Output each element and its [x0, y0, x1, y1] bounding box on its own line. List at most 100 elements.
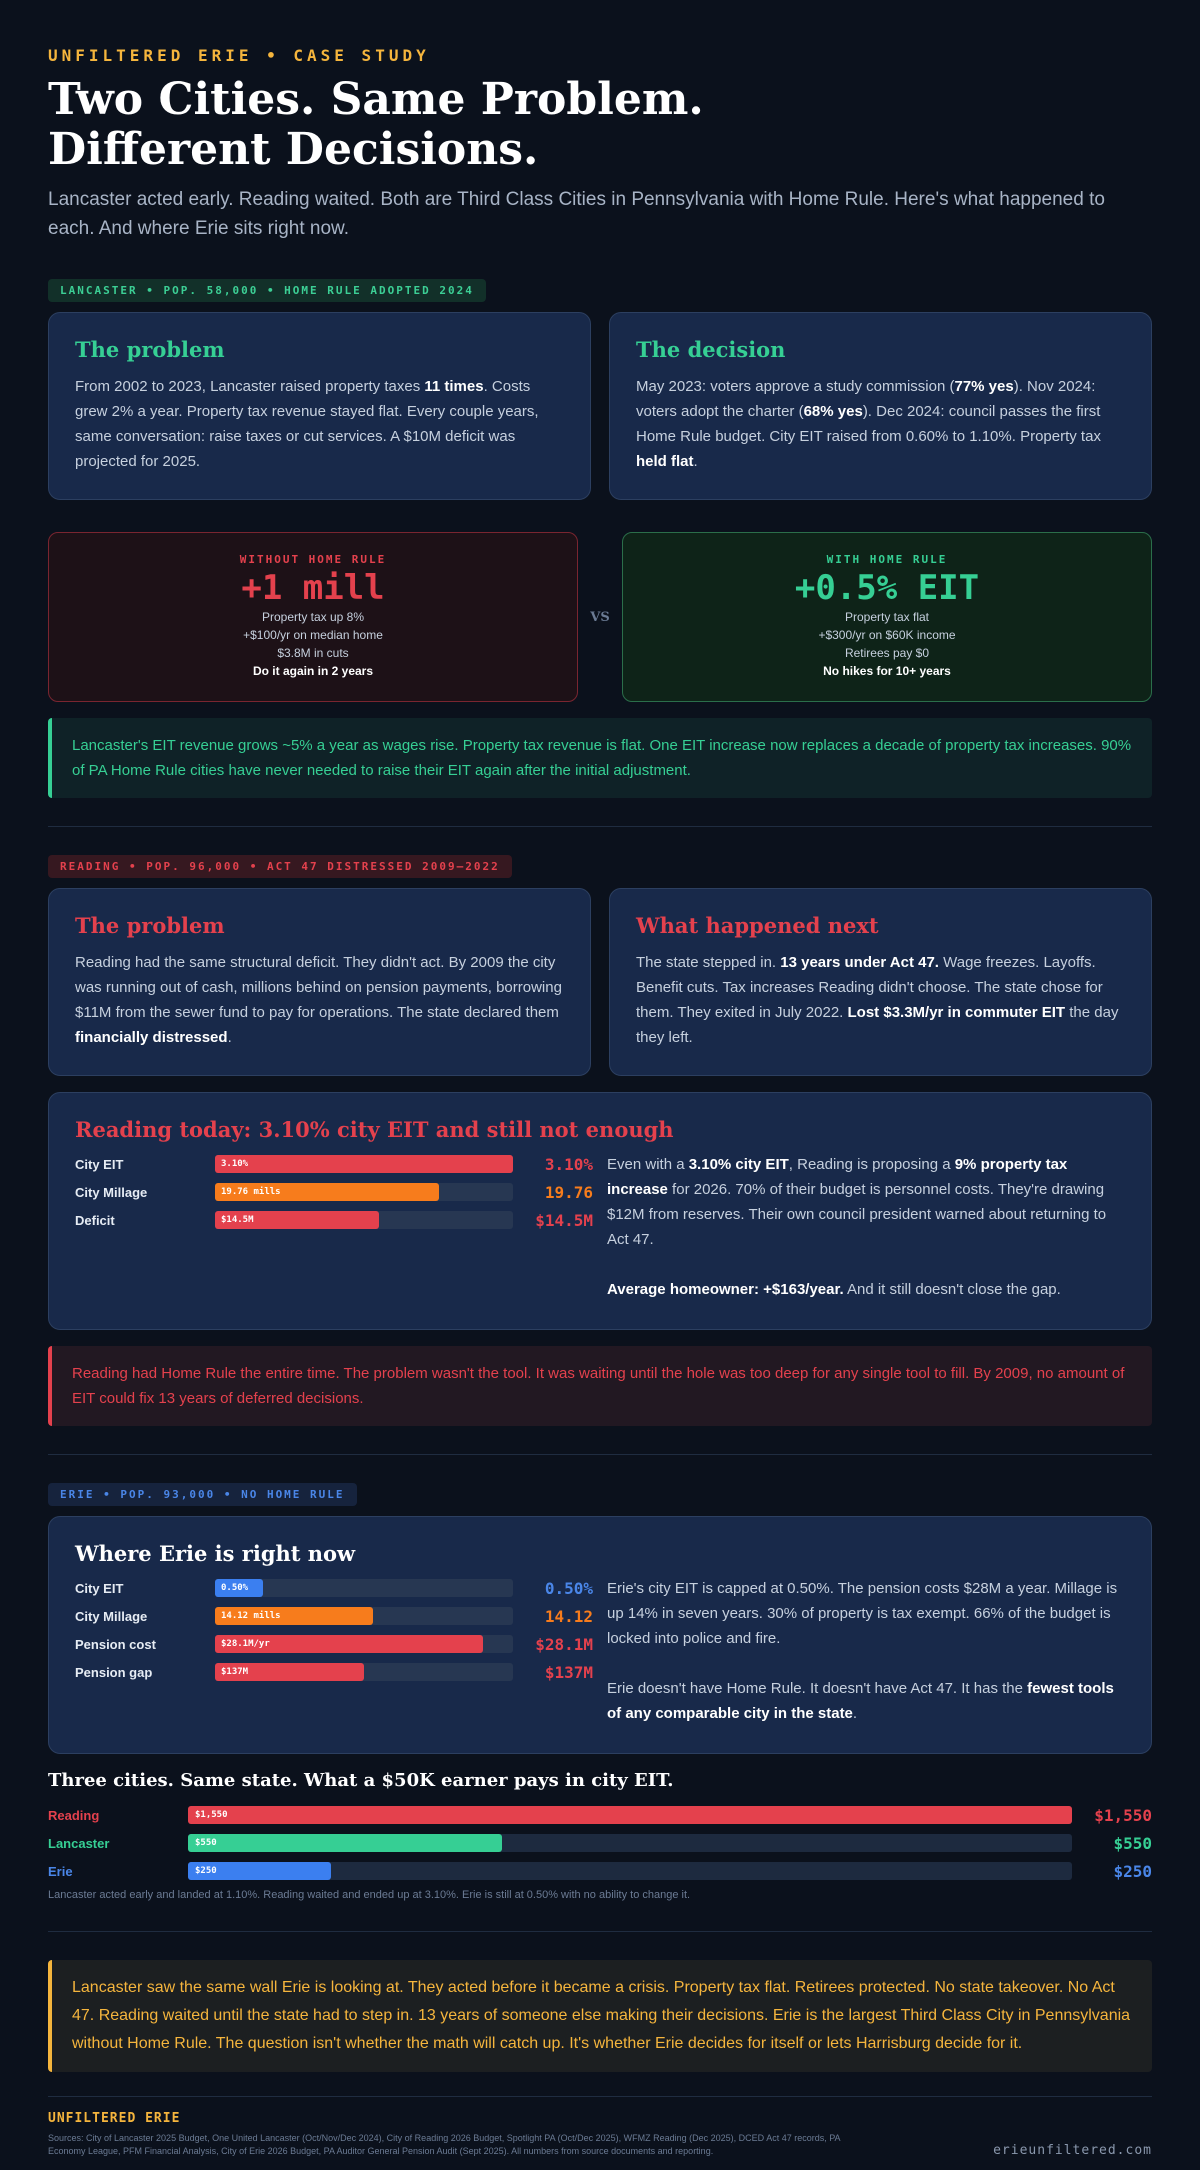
erie-body: Erie's city EIT is capped at 0.50%. The …: [607, 1580, 1118, 1647]
cmp-line: Retirees pay $0: [844, 646, 930, 660]
bar-fill: $14.5M: [215, 1211, 379, 1229]
bar-track: $28.1M/yr: [215, 1635, 513, 1653]
without-home-rule-box: WITHOUT HOME RULE +1 mill Property tax u…: [48, 532, 578, 702]
chart-rows: Reading $1,550 $1,550 Lancaster $550 $550 Erie…: [48, 1805, 1152, 1881]
footer-site-link[interactable]: erieunfiltered.com: [993, 2143, 1152, 2158]
divider: [48, 2096, 1152, 2097]
title-line-2: Different Decisions.: [48, 124, 539, 175]
bar-fill: $137M: [215, 1663, 364, 1681]
card-title: Where Erie is right now: [75, 1541, 356, 1566]
bar-track: 19.76 mills: [215, 1183, 513, 1201]
cmp-line: +$100/yr on median home: [243, 628, 383, 642]
lancaster-section: LANCASTER • POP. 58,000 • HOME RULE ADOP…: [48, 279, 1152, 798]
erie-bars: City EIT 0.50% 0.50% City Millage 14.12 …: [75, 1578, 593, 1726]
with-home-rule-box: WITH HOME RULE +0.5% EIT Property tax fl…: [622, 532, 1152, 702]
reading-today-card: Reading today: 3.10% city EIT and still …: [48, 1092, 1152, 1330]
bar-name: Deficit: [75, 1212, 115, 1228]
bar-fill: $28.1M/yr: [215, 1635, 484, 1653]
card-title: What happened next: [636, 913, 879, 938]
reading-today-body: Even with a 3.10% city EIT, Reading is p…: [607, 1156, 1107, 1248]
lancaster-tag: LANCASTER • POP. 58,000 • HOME RULE ADOP…: [48, 279, 486, 302]
chart-title: Three cities. Same state. What a $50K ea…: [48, 1770, 674, 1791]
comparison: WITHOUT HOME RULE +1 mill Property tax u…: [48, 532, 1152, 702]
card-title: The decision: [636, 337, 786, 362]
chart-bar-track: $250: [188, 1862, 1072, 1880]
bar-row: Pension gap $137M $137M: [75, 1662, 593, 1682]
cmp-big: +0.5% EIT: [794, 568, 980, 608]
bar-name: City Millage: [75, 1608, 148, 1624]
chart-note: Lancaster acted early and landed at 1.10…: [48, 1889, 691, 1901]
bar-name: City EIT: [75, 1580, 124, 1596]
chart-data-label: $1,550: [1094, 1805, 1152, 1825]
bar-row: City EIT 0.50% 0.50%: [75, 1578, 593, 1598]
chart-category-label: Reading: [48, 1807, 100, 1823]
bar-row: City EIT 3.10% 3.10%: [75, 1154, 593, 1174]
chart-category-label: Erie: [48, 1863, 73, 1879]
reading-callout: Reading had Home Rule the entire time. T…: [48, 1346, 1152, 1426]
footer-sources: Sources: City of Lancaster 2025 Budget, …: [48, 2133, 841, 2156]
chart-bar: $550: [188, 1834, 502, 1852]
reading-today-text: Even with a 3.10% city EIT, Reading is p…: [607, 1154, 1125, 1302]
lancaster-callout: Lancaster's EIT revenue grows ~5% a year…: [48, 718, 1152, 798]
chart-bar-track: $1,550: [188, 1806, 1072, 1824]
erie-tools: Erie doesn't have Home Rule. It doesn't …: [607, 1680, 1114, 1722]
bar-value: 0.50%: [544, 1578, 593, 1598]
cmp-line: +$300/yr on $60K income: [818, 628, 956, 642]
bar-value: $14.5M: [535, 1210, 593, 1230]
bar-row: Pension cost $28.1M/yr $28.1M: [75, 1634, 593, 1654]
page-title: Two Cities. Same Problem. Different Deci…: [48, 75, 1152, 175]
erie-text: Erie's city EIT is capped at 0.50%. The …: [607, 1578, 1125, 1726]
bar-track: 3.10%: [215, 1155, 513, 1173]
bar-name: Pension gap: [75, 1664, 153, 1680]
cmp-big: +1 mill: [241, 568, 385, 608]
card-title: The problem: [75, 337, 225, 362]
cmp-line: Property tax up 8%: [261, 610, 365, 624]
chart-data-label: $550: [1113, 1833, 1152, 1853]
reading-section: READING • POP. 96,000 • ACT 47 DISTRESSE…: [48, 855, 1152, 1426]
chart-category-label: Lancaster: [48, 1835, 110, 1851]
chart-bar: $250: [188, 1862, 331, 1880]
card-body: From 2002 to 2023, Lancaster raised prop…: [75, 378, 539, 470]
kicker: UNFILTERED ERIE • CASE STUDY: [48, 46, 430, 65]
bar-fill: 0.50%: [215, 1579, 263, 1597]
lancaster-decision-card: The decision May 2023: voters approve a …: [609, 312, 1152, 500]
divider: [48, 1454, 1152, 1455]
chart-bar: $1,550: [188, 1806, 1072, 1824]
card-body: Reading had the same structural deficit.…: [75, 954, 562, 1046]
bar-name: Pension cost: [75, 1636, 156, 1652]
bar-value: 14.12: [544, 1606, 593, 1626]
chart-bar-row: Erie $250 $250: [48, 1861, 1152, 1881]
cmp-label: WITHOUT HOME RULE: [239, 553, 387, 566]
bar-fill: 19.76 mills: [215, 1183, 439, 1201]
reading-problem-card: The problem Reading had the same structu…: [48, 888, 591, 1076]
chart-data-label: $250: [1113, 1861, 1152, 1881]
bar-track: 14.12 mills: [215, 1607, 513, 1625]
page-subtitle: Lancaster acted early. Reading waited. B…: [48, 189, 1105, 239]
bar-track: $14.5M: [215, 1211, 513, 1229]
vs-label: VS: [590, 609, 610, 625]
bar-name: City EIT: [75, 1156, 124, 1172]
bar-row: Deficit $14.5M $14.5M: [75, 1210, 593, 1230]
closing-callout: Lancaster saw the same wall Erie is look…: [48, 1960, 1152, 2072]
bar-value: 3.10%: [544, 1154, 593, 1174]
footer-brand: UNFILTERED ERIE: [48, 2111, 181, 2126]
bar-value: 19.76: [544, 1182, 593, 1202]
erie-card: Where Erie is right now City EIT 0.50% 0…: [48, 1516, 1152, 1754]
cmp-line: Property tax flat: [844, 610, 930, 624]
card-body: May 2023: voters approve a study commiss…: [636, 378, 1101, 470]
erie-tag: ERIE • POP. 93,000 • NO HOME RULE: [48, 1483, 357, 1506]
bar-row: City Millage 19.76 mills 19.76: [75, 1182, 593, 1202]
bar-value: $28.1M: [535, 1634, 593, 1654]
bar-fill: 3.10%: [215, 1155, 513, 1173]
erie-section: ERIE • POP. 93,000 • NO HOME RULE Where …: [48, 1483, 1152, 1901]
divider: [48, 826, 1152, 827]
cmp-line: $3.8M in cuts: [277, 646, 349, 660]
chart-bar-track: $550: [188, 1834, 1072, 1852]
cmp-line-strong: Do it again in 2 years: [252, 664, 374, 678]
divider: [48, 1931, 1152, 1932]
cmp-label: WITH HOME RULE: [826, 553, 948, 566]
reading-tag: READING • POP. 96,000 • ACT 47 DISTRESSE…: [48, 855, 512, 878]
bar-name: City Millage: [75, 1184, 148, 1200]
footer: UNFILTERED ERIE Sources: City of Lancast…: [48, 2111, 1152, 2158]
